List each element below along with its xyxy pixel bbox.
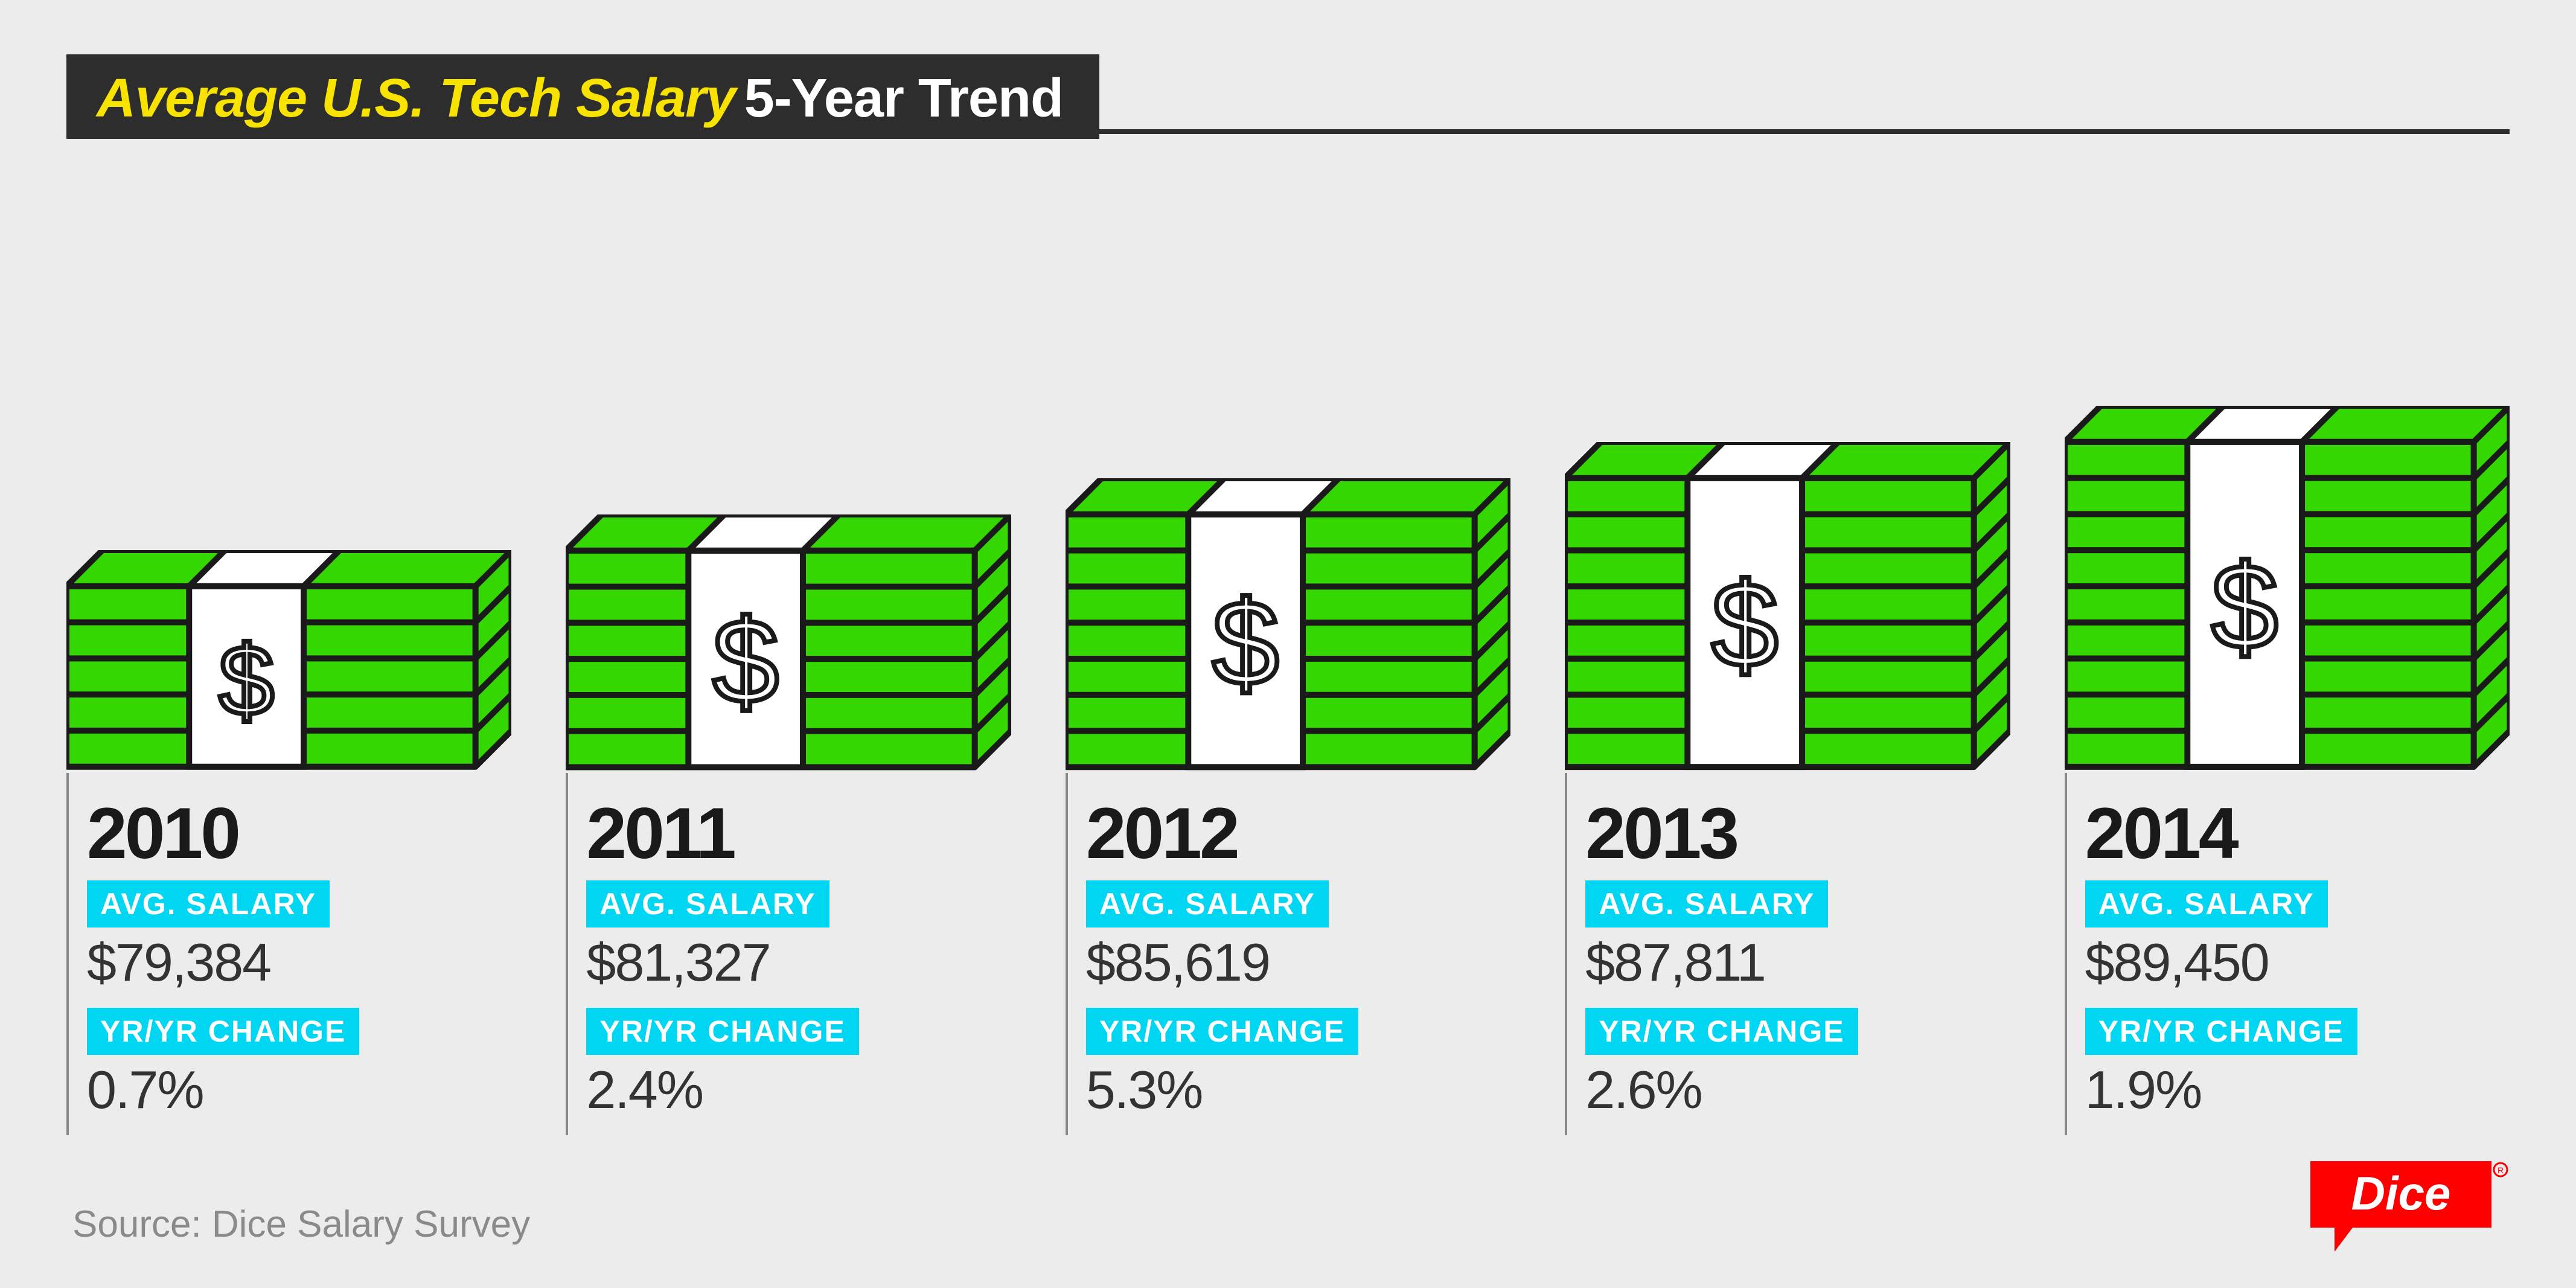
year-label: 2010 [87, 797, 511, 870]
avg-salary-badge: AVG. SALARY [1585, 880, 1828, 928]
svg-text:$: $ [713, 594, 779, 728]
dice-logo: Dice R [2310, 1161, 2510, 1252]
yoy-change-badge: YR/YR CHANGE [586, 1008, 858, 1055]
yoy-change-badge: YR/YR CHANGE [1086, 1008, 1358, 1055]
svg-text:$: $ [1711, 558, 1779, 692]
title-pill: Average U.S. Tech Salary 5-Year Trend [66, 54, 1099, 139]
header-bar: Average U.S. Tech Salary 5-Year Trend [66, 54, 2510, 139]
year-label: 2011 [586, 797, 1011, 870]
yoy-change-badge: YR/YR CHANGE [1585, 1008, 1858, 1055]
avg-salary-badge: AVG. SALARY [87, 880, 330, 928]
yoy-change-badge: YR/YR CHANGE [2085, 1008, 2357, 1055]
year-column: 2014 AVG. SALARY $89,450 YR/YR CHANGE 1.… [2065, 773, 2510, 1135]
avg-salary-badge: AVG. SALARY [586, 880, 829, 928]
year-label: 2012 [1086, 797, 1510, 870]
year-column: 2012 AVG. SALARY $85,619 YR/YR CHANGE 5.… [1066, 773, 1510, 1135]
stacks-row: $ $ $ $ $ [66, 157, 2510, 773]
avg-salary-badge: AVG. SALARY [2085, 880, 2328, 928]
year-column: 2013 AVG. SALARY $87,811 YR/YR CHANGE 2.… [1565, 773, 2010, 1135]
salary-value: $81,327 [586, 934, 1011, 992]
source-text: Source: Dice Salary Survey [72, 1203, 530, 1246]
salary-value: $89,450 [2085, 934, 2510, 992]
cash-stack-icon: $ [2065, 406, 2510, 773]
title-emphasis: Average U.S. Tech Salary [97, 68, 735, 129]
change-value: 0.7% [87, 1061, 511, 1120]
change-value: 1.9% [2085, 1061, 2510, 1120]
svg-text:$: $ [219, 625, 273, 736]
salary-value: $85,619 [1086, 934, 1510, 992]
change-value: 2.4% [586, 1061, 1011, 1120]
year-column: 2011 AVG. SALARY $81,327 YR/YR CHANGE 2.… [566, 773, 1011, 1135]
year-label: 2013 [1585, 797, 2010, 870]
title-plain: 5-Year Trend [744, 68, 1063, 129]
cash-stack-icon: $ [566, 514, 1011, 773]
year-column: 2010 AVG. SALARY $79,384 YR/YR CHANGE 0.… [66, 773, 511, 1135]
svg-text:R: R [2498, 1165, 2504, 1175]
svg-text:$: $ [2211, 540, 2278, 674]
yoy-change-badge: YR/YR CHANGE [87, 1008, 359, 1055]
cash-stack-icon: $ [1066, 478, 1510, 773]
svg-text:$: $ [1212, 576, 1279, 710]
svg-text:Dice: Dice [2351, 1167, 2451, 1220]
cash-stack-icon: $ [66, 550, 511, 773]
salary-value: $87,811 [1585, 934, 2010, 992]
labels-row: 2010 AVG. SALARY $79,384 YR/YR CHANGE 0.… [66, 773, 2510, 1135]
salary-value: $79,384 [87, 934, 511, 992]
change-value: 2.6% [1585, 1061, 2010, 1120]
change-value: 5.3% [1086, 1061, 1510, 1120]
year-label: 2014 [2085, 797, 2510, 870]
cash-stack-icon: $ [1565, 442, 2010, 773]
avg-salary-badge: AVG. SALARY [1086, 880, 1329, 928]
